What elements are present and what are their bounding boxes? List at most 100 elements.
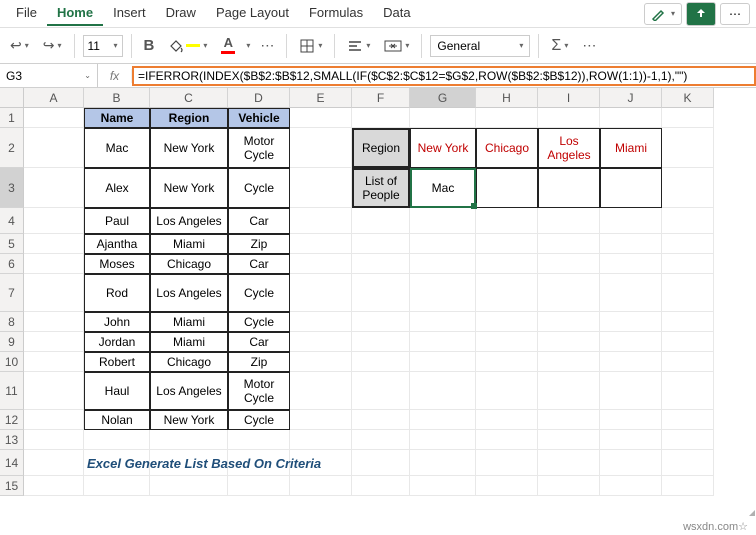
cell-K12[interactable] [662, 410, 714, 430]
cell-G4[interactable] [410, 208, 476, 234]
cell-H13[interactable] [476, 430, 538, 450]
cell-H15[interactable] [476, 476, 538, 496]
row-header-3[interactable]: 3 [0, 168, 24, 208]
col-header-F[interactable]: F [352, 88, 410, 108]
cell-E4[interactable] [290, 208, 352, 234]
col-header-K[interactable]: K [662, 88, 714, 108]
cell-E12[interactable] [290, 410, 352, 430]
autosum-button[interactable]: Σ▾ [547, 35, 572, 57]
align-button[interactable]: ▾ [343, 37, 374, 55]
cell-K6[interactable] [662, 254, 714, 274]
col-header-B[interactable]: B [84, 88, 150, 108]
cell-J4[interactable] [600, 208, 662, 234]
cell-H14[interactable] [476, 450, 538, 476]
cell-J9[interactable] [600, 332, 662, 352]
cell-B12[interactable]: Nolan [84, 410, 150, 430]
cell-E15[interactable] [290, 476, 352, 496]
share-button[interactable] [686, 2, 716, 26]
cell-B2[interactable]: Mac [84, 128, 150, 168]
cell-D4[interactable]: Car [228, 208, 290, 234]
cell-K11[interactable] [662, 372, 714, 410]
cell-I15[interactable] [538, 476, 600, 496]
cell-D9[interactable]: Car [228, 332, 290, 352]
cell-I11[interactable] [538, 372, 600, 410]
row-header-12[interactable]: 12 [0, 410, 24, 430]
cell-G9[interactable] [410, 332, 476, 352]
cell-G3[interactable]: Mac [410, 168, 476, 208]
row-header-9[interactable]: 9 [0, 332, 24, 352]
cell-F13[interactable] [352, 430, 410, 450]
cell-B5[interactable]: Ajantha [84, 234, 150, 254]
cell-G6[interactable] [410, 254, 476, 274]
cell-C9[interactable]: Miami [150, 332, 228, 352]
cell-I3[interactable] [538, 168, 600, 208]
row-header-1[interactable]: 1 [0, 108, 24, 128]
cell-H5[interactable] [476, 234, 538, 254]
cell-A5[interactable] [24, 234, 84, 254]
cell-B1[interactable]: Name [84, 108, 150, 128]
name-box[interactable]: G3⌄ [0, 64, 98, 87]
cell-E2[interactable] [290, 128, 352, 168]
cell-H12[interactable] [476, 410, 538, 430]
cell-K13[interactable] [662, 430, 714, 450]
merge-button[interactable]: ▾ [380, 37, 413, 55]
cell-K14[interactable] [662, 450, 714, 476]
font-color-button[interactable]: A [217, 35, 239, 56]
cell-H9[interactable] [476, 332, 538, 352]
cell-H8[interactable] [476, 312, 538, 332]
cell-B10[interactable]: Robert [84, 352, 150, 372]
cell-A10[interactable] [24, 352, 84, 372]
cell-J13[interactable] [600, 430, 662, 450]
cell-F2[interactable]: Region [352, 128, 410, 168]
menu-draw[interactable]: Draw [156, 1, 206, 26]
cell-E5[interactable] [290, 234, 352, 254]
row-header-13[interactable]: 13 [0, 430, 24, 450]
cell-C15[interactable] [150, 476, 228, 496]
cell-G11[interactable] [410, 372, 476, 410]
row-header-14[interactable]: 14 [0, 450, 24, 476]
cell-B8[interactable]: John [84, 312, 150, 332]
cell-H1[interactable] [476, 108, 538, 128]
cell-F15[interactable] [352, 476, 410, 496]
cell-C13[interactable] [150, 430, 228, 450]
cell-E11[interactable] [290, 372, 352, 410]
row-header-11[interactable]: 11 [0, 372, 24, 410]
cell-D13[interactable] [228, 430, 290, 450]
cell-J15[interactable] [600, 476, 662, 496]
cell-H7[interactable] [476, 274, 538, 312]
cell-A4[interactable] [24, 208, 84, 234]
cell-K9[interactable] [662, 332, 714, 352]
fill-color-button[interactable]: ▾ [164, 36, 211, 56]
cell-I10[interactable] [538, 352, 600, 372]
cell-B13[interactable] [84, 430, 150, 450]
font-size-selector[interactable]: 11▾ [83, 35, 123, 57]
cell-K10[interactable] [662, 352, 714, 372]
col-header-D[interactable]: D [228, 88, 290, 108]
cell-G7[interactable] [410, 274, 476, 312]
cell-A6[interactable] [24, 254, 84, 274]
cell-I4[interactable] [538, 208, 600, 234]
cell-D7[interactable]: Cycle [228, 274, 290, 312]
cell-A15[interactable] [24, 476, 84, 496]
cell-A9[interactable] [24, 332, 84, 352]
cell-D1[interactable]: Vehicle [228, 108, 290, 128]
cell-E9[interactable] [290, 332, 352, 352]
cell-G8[interactable] [410, 312, 476, 332]
cell-J2[interactable]: Miami [600, 128, 662, 168]
cell-I5[interactable] [538, 234, 600, 254]
cell-D12[interactable]: Cycle [228, 410, 290, 430]
cell-I9[interactable] [538, 332, 600, 352]
cell-I8[interactable] [538, 312, 600, 332]
formula-input[interactable]: =IFERROR(INDEX($B$2:$B$12,SMALL(IF($C$2:… [132, 66, 756, 86]
col-header-G[interactable]: G [410, 88, 476, 108]
cell-C10[interactable]: Chicago [150, 352, 228, 372]
cell-F14[interactable] [352, 450, 410, 476]
cell-J1[interactable] [600, 108, 662, 128]
col-header-A[interactable]: A [24, 88, 84, 108]
cell-B6[interactable]: Moses [84, 254, 150, 274]
menu-file[interactable]: File [6, 1, 47, 26]
cell-G5[interactable] [410, 234, 476, 254]
cell-B9[interactable]: Jordan [84, 332, 150, 352]
menu-insert[interactable]: Insert [103, 1, 156, 26]
cell-F12[interactable] [352, 410, 410, 430]
